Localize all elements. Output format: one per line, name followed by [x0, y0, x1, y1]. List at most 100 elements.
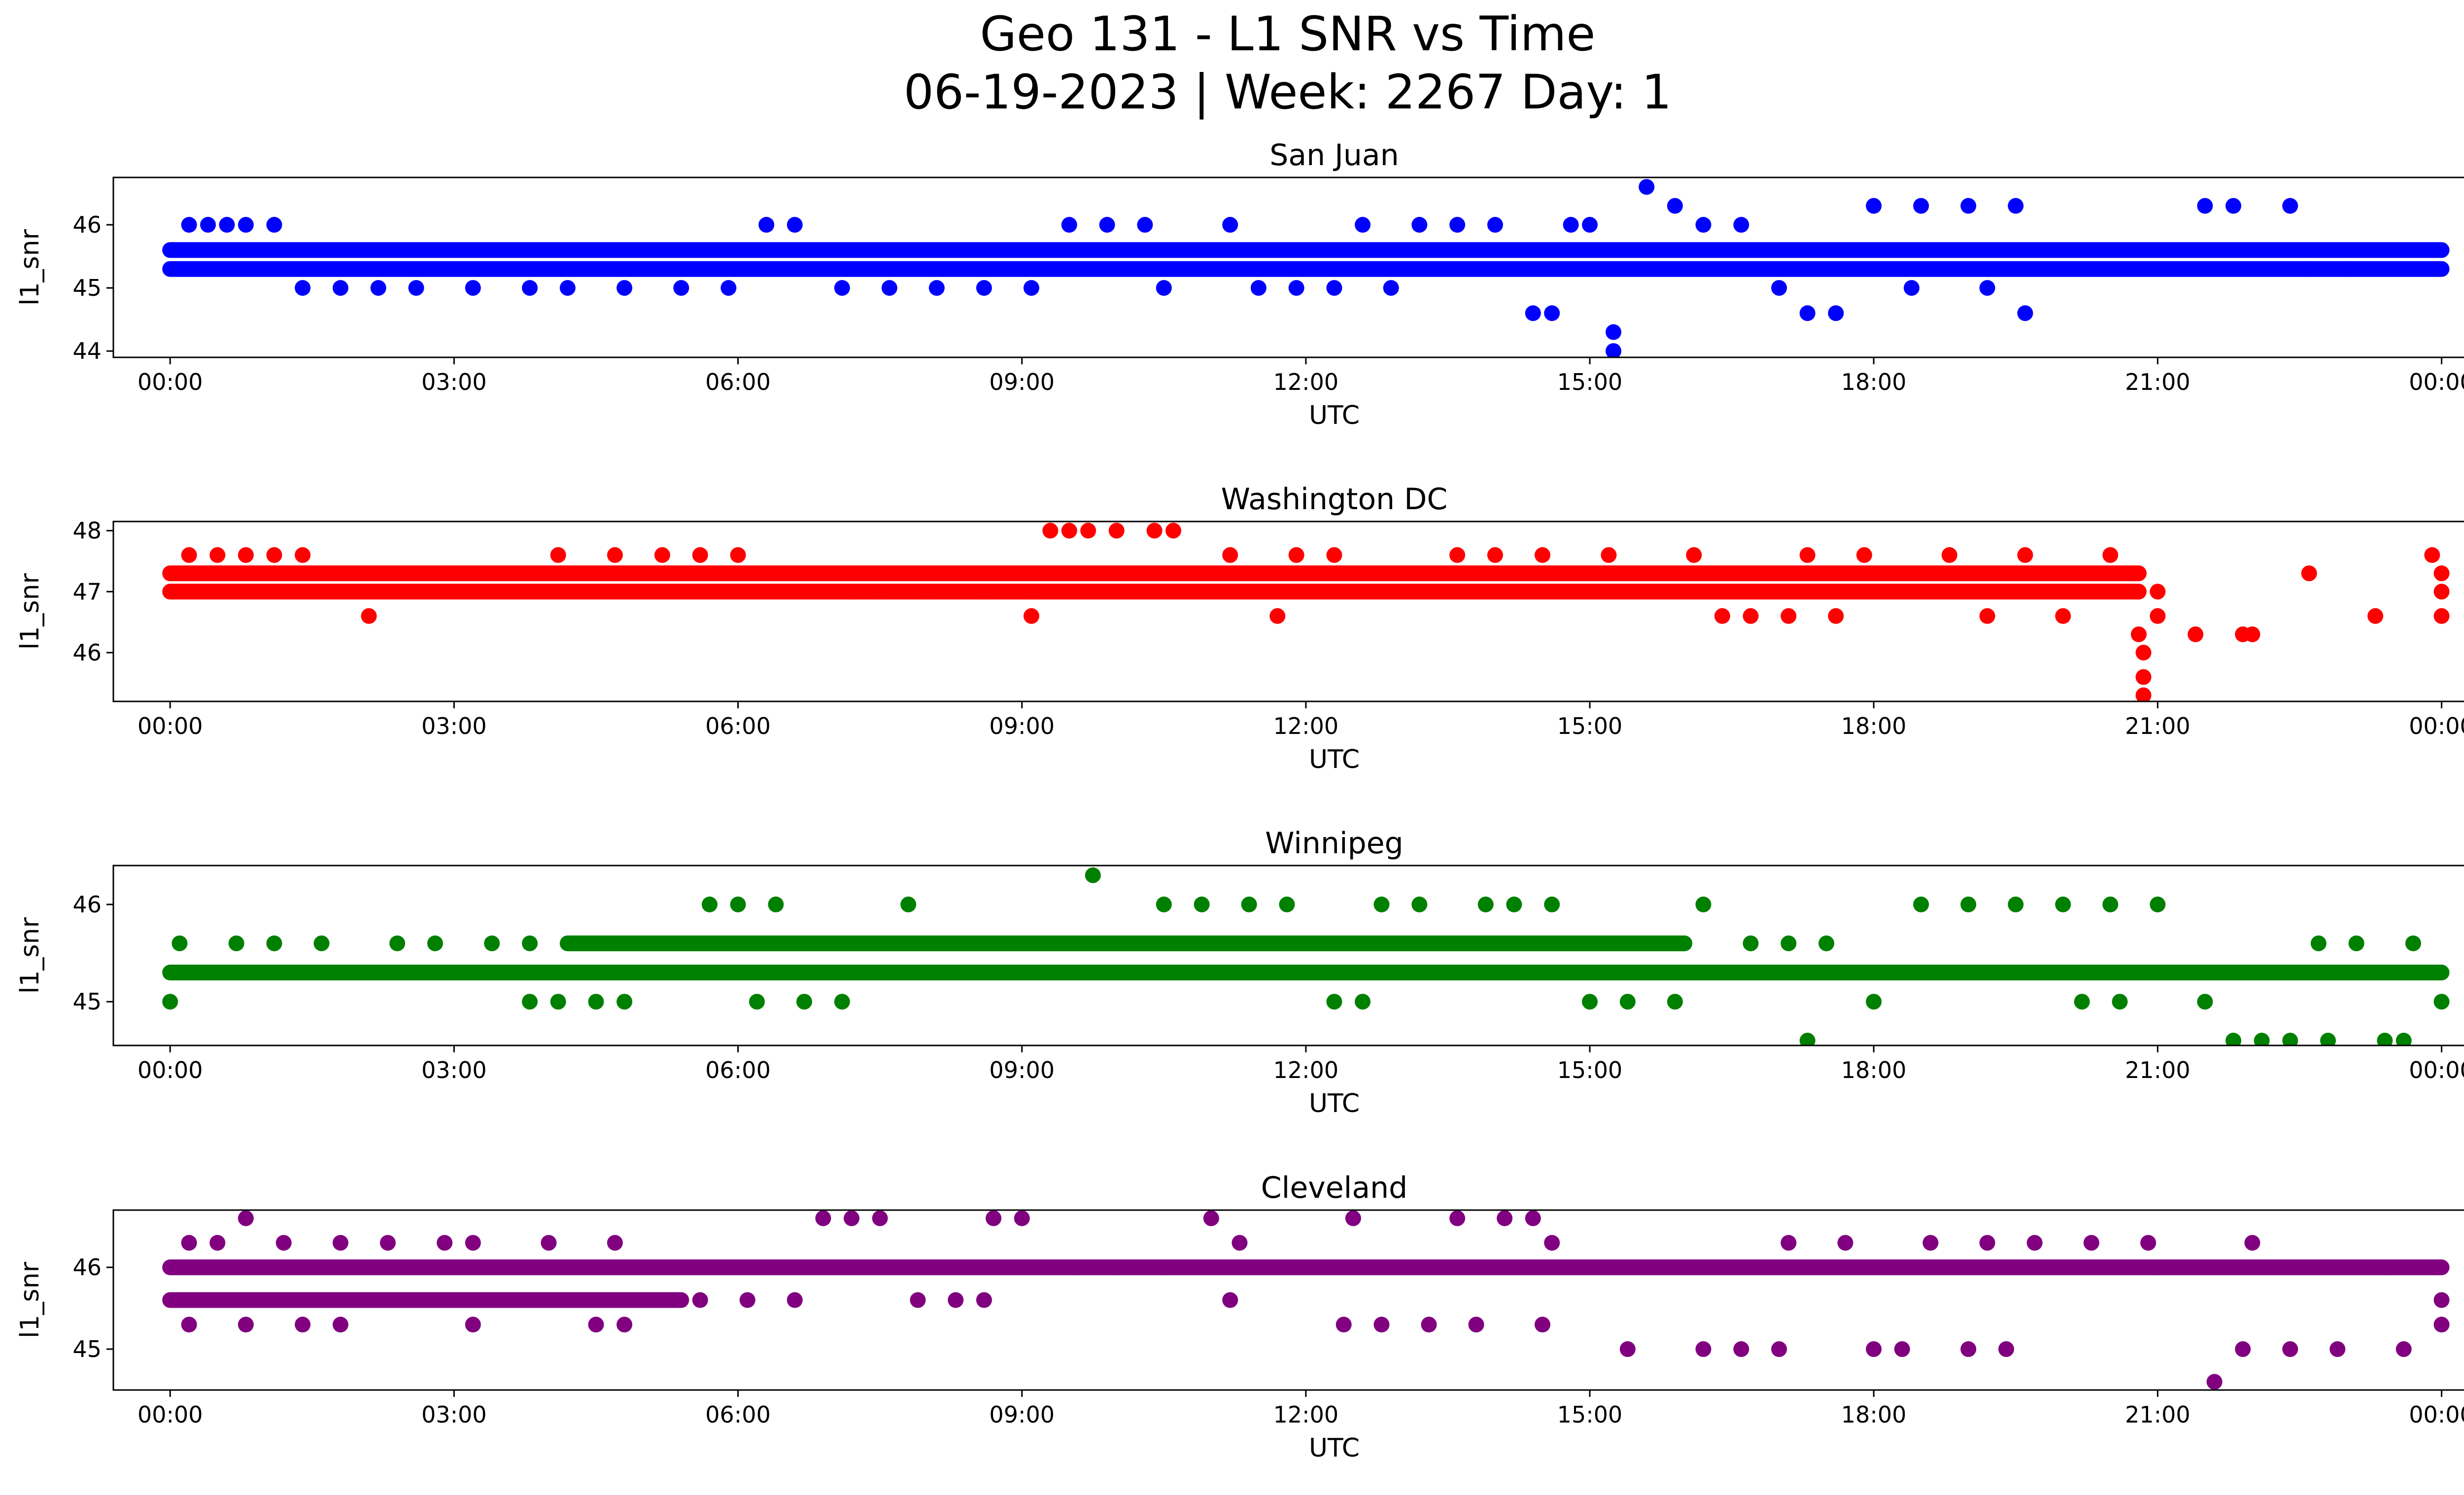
data-point: [2112, 994, 2128, 1010]
data-point: [550, 547, 566, 563]
data-point: [872, 1210, 888, 1226]
y-axis-label: l1_snr: [15, 573, 45, 650]
data-point: [332, 1317, 348, 1333]
x-tick-label: 00:00: [2409, 713, 2464, 739]
data-point: [1601, 547, 1617, 563]
data-point: [181, 1317, 197, 1333]
data-point: [2301, 261, 2317, 277]
data-point: [1894, 1341, 1910, 1357]
data-point: [919, 584, 935, 600]
data-point: [1544, 896, 1560, 912]
x-tick-label: 15:00: [1557, 1057, 1623, 1083]
data-point: [1695, 217, 1711, 233]
data-point: [2102, 896, 2119, 912]
data-point: [2433, 1317, 2450, 1333]
data-point: [1856, 547, 1873, 563]
data-point: [2310, 935, 2327, 951]
data-point: [313, 935, 330, 951]
data-point: [2396, 1033, 2412, 1045]
data-point: [1979, 608, 1995, 624]
data-point: [616, 280, 633, 296]
data-point: [1922, 1235, 1939, 1251]
data-point: [2282, 198, 2298, 214]
data-point: [408, 280, 424, 296]
y-tick-label: 46: [72, 891, 102, 918]
x-tick-label: 12:00: [1273, 369, 1339, 395]
data-point: [1960, 896, 1977, 912]
data-point: [2135, 687, 2152, 701]
figure-title-line1: Geo 131 - L1 SNR vs Time: [980, 6, 1596, 62]
data-point: [607, 1235, 623, 1251]
data-point: [1913, 198, 1929, 214]
data-point: [209, 547, 226, 563]
data-point: [1544, 305, 1560, 321]
x-axis-label: UTC: [1309, 745, 1360, 774]
data-point: [1780, 935, 1797, 951]
data-point: [1799, 547, 1815, 563]
x-tick-label: 03:00: [421, 369, 487, 395]
data-point: [1866, 1341, 1882, 1357]
data-point: [2083, 1235, 2099, 1251]
x-tick-label: 00:00: [2409, 1401, 2464, 1428]
data-point: [692, 547, 708, 563]
data-point: [550, 994, 566, 1010]
data-point: [361, 608, 377, 624]
data-point: [1165, 522, 1182, 539]
data-point: [976, 965, 992, 981]
x-tick-label: 09:00: [989, 369, 1055, 395]
data-point: [1582, 217, 1598, 233]
data-point: [1085, 867, 1101, 883]
data-point: [787, 1292, 803, 1308]
subplot-winnipeg: Winnipeg 00:00 03:00 06:00 09:00 12:00 15:00 18…: [15, 826, 2464, 1118]
subplot-san-juan: San Juan 00:00 03:00 06:00 09:00 12:00 15:00 18…: [15, 138, 2464, 430]
data-point: [1042, 965, 1059, 981]
x-tick-label: 21:00: [2125, 369, 2190, 395]
y-tick-label: 45: [72, 1336, 102, 1362]
data-point: [2433, 584, 2450, 600]
data-point: [986, 1210, 1002, 1226]
data-point: [2150, 584, 2166, 600]
data-point: [295, 1317, 311, 1333]
x-tick-label: 21:00: [2125, 1057, 2190, 1083]
x-tick-label: 12:00: [1273, 1401, 1339, 1428]
figure-title-line2: 06-19-2023 | Week: 2267 Day: 1: [904, 65, 1672, 120]
data-point: [228, 935, 244, 951]
x-tick-label: 00:00: [2409, 1057, 2464, 1083]
y-tick-label: 46: [72, 1254, 102, 1281]
data-point: [2244, 1235, 2260, 1251]
data-point: [1061, 217, 1077, 233]
data-point: [2197, 198, 2213, 214]
data-point: [171, 935, 188, 951]
data-point: [1667, 198, 1683, 214]
subplot-title: Washington DC: [1221, 482, 1448, 517]
data-point: [1080, 522, 1096, 539]
data-point: [1383, 280, 1399, 296]
data-point: [1913, 896, 1929, 912]
data-point: [787, 217, 803, 233]
data-point: [2301, 565, 2317, 582]
data-point: [654, 547, 670, 563]
data-point: [1137, 217, 1153, 233]
x-axis-label: UTC: [1309, 401, 1360, 430]
y-tick-label: 45: [72, 988, 102, 1015]
data-point: [2235, 1341, 2251, 1357]
data-point: [1619, 1341, 1636, 1357]
data-point: [1156, 896, 1172, 912]
data-point: [1606, 324, 1622, 340]
data-point: [1771, 1341, 1787, 1357]
data-point: [266, 547, 282, 563]
data-point: [2150, 608, 2166, 624]
data-point: [928, 280, 945, 296]
data-points: [162, 867, 2450, 1045]
y-axis-label: l1_snr: [15, 229, 45, 306]
x-axis-label: UTC: [1309, 1433, 1360, 1463]
data-point: [1411, 896, 1428, 912]
data-point: [1828, 608, 1844, 624]
data-point: [1563, 217, 1579, 233]
data-point: [2339, 261, 2355, 277]
x-tick-label: 00:00: [137, 369, 203, 395]
data-point: [1042, 522, 1059, 539]
x-tick-label: 00:00: [137, 1401, 203, 1428]
data-point: [2235, 626, 2251, 642]
y-tick-label: 44: [72, 338, 102, 364]
